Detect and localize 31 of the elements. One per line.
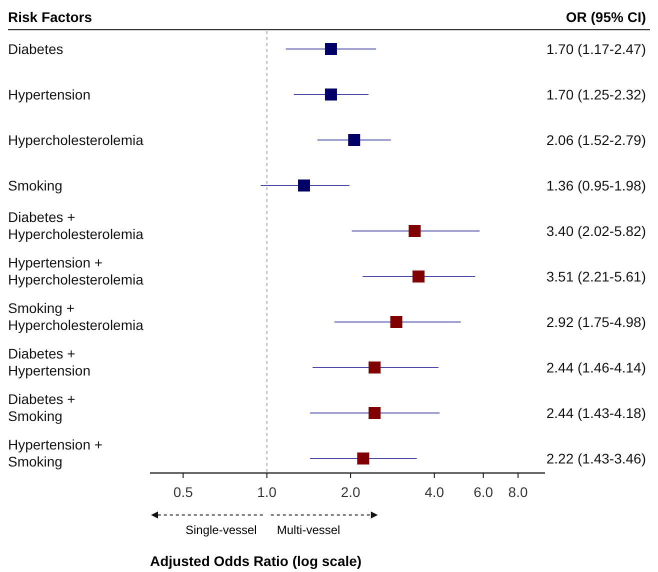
data-label: 2.44 (1.43-4.18) bbox=[546, 405, 646, 421]
x-tick-label: 6.0 bbox=[474, 484, 494, 500]
y-tick-label: Hypertension + Hypercholesterolemia bbox=[8, 254, 144, 288]
data-label: 2.06 (1.52-2.79) bbox=[546, 132, 646, 148]
x-tick-label: 0.5 bbox=[173, 484, 194, 500]
data-label: 3.40 (2.02-5.82) bbox=[546, 223, 646, 239]
data-label: 3.51 (2.21-5.61) bbox=[546, 268, 646, 284]
data-label: 2.44 (1.46-4.14) bbox=[546, 360, 646, 376]
data-label: 1.36 (0.95-1.98) bbox=[546, 178, 646, 194]
y-tick-label: Hypertension bbox=[8, 86, 90, 102]
y-tick-label: Smoking bbox=[8, 178, 62, 194]
data-label: 1.70 (1.25-2.32) bbox=[546, 86, 646, 102]
y-tick-label: Hypercholesterolemia bbox=[8, 132, 144, 148]
x-axis-title: Adjusted Odds Ratio (log scale) bbox=[150, 553, 362, 569]
y-tick-label: Diabetes + Hypercholesterolemia bbox=[8, 209, 144, 242]
y-tick-label: Diabetes bbox=[8, 41, 64, 57]
y-tick-label: Hypertension + Smoking bbox=[8, 436, 103, 470]
y-axis-title: Risk Factors bbox=[8, 9, 92, 25]
y-tick-label: Smoking + Hypercholesterolemia bbox=[8, 300, 144, 333]
y-tick-label: Diabetes + Smoking bbox=[8, 391, 76, 424]
text: Single-vessel bbox=[186, 523, 257, 537]
x-tick-label: 8.0 bbox=[508, 484, 528, 500]
data-label: 1.70 (1.17-2.47) bbox=[546, 41, 646, 57]
x-tick-label: 2.0 bbox=[340, 484, 361, 500]
x-tick-label: 4.0 bbox=[424, 484, 444, 500]
y-tick-label: Diabetes + Hypertension bbox=[8, 346, 90, 378]
data-label: 2.22 (1.43-3.46) bbox=[546, 450, 646, 466]
data-label: 2.92 (1.75-4.98) bbox=[546, 314, 646, 330]
text: Multi-vessel bbox=[276, 523, 340, 537]
x-tick-label: 1.0 bbox=[257, 484, 277, 500]
text: OR (95% CI) bbox=[566, 9, 646, 25]
